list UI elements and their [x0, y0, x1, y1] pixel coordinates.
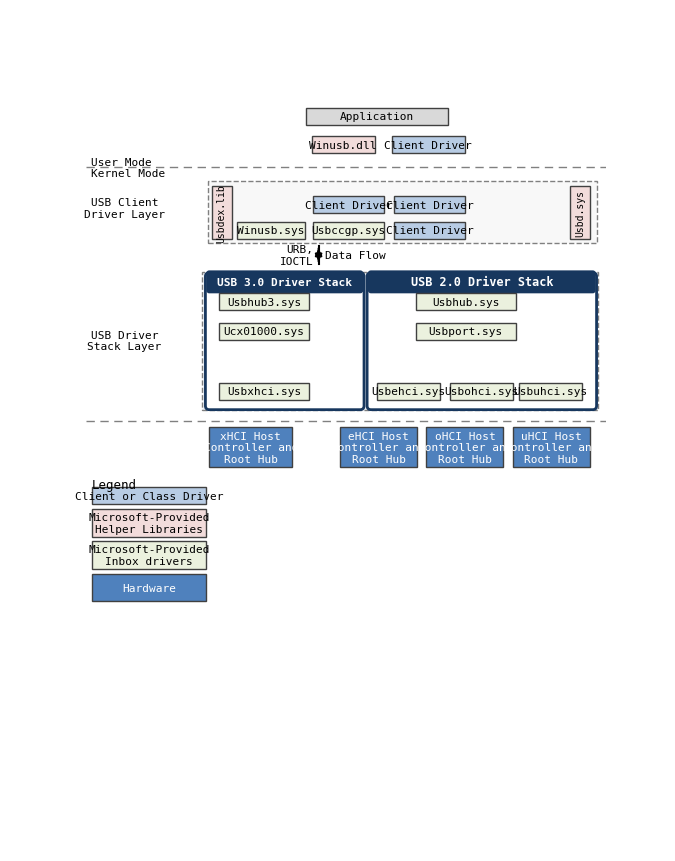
FancyBboxPatch shape [416, 294, 516, 311]
Text: Client Driver: Client Driver [385, 140, 472, 151]
Text: USB 3.0 Driver Stack: USB 3.0 Driver Stack [217, 277, 352, 288]
Text: Usbohci.sys: Usbohci.sys [444, 387, 518, 397]
Text: Client Driver: Client Driver [385, 226, 473, 236]
Text: Ucx01000.sys: Ucx01000.sys [223, 327, 304, 337]
Text: Usbxhci.sys: Usbxhci.sys [227, 387, 301, 397]
FancyBboxPatch shape [207, 272, 362, 294]
FancyBboxPatch shape [313, 222, 384, 239]
Text: Client Driver: Client Driver [385, 201, 473, 211]
FancyBboxPatch shape [219, 294, 309, 311]
Text: Microsoft-Provided
Helper Libraries: Microsoft-Provided Helper Libraries [88, 512, 210, 534]
FancyBboxPatch shape [92, 510, 206, 537]
FancyBboxPatch shape [512, 428, 590, 468]
FancyBboxPatch shape [416, 323, 516, 340]
FancyBboxPatch shape [92, 488, 206, 505]
Text: xHCI Host
Controller and
Root Hub: xHCI Host Controller and Root Hub [204, 431, 298, 464]
FancyBboxPatch shape [570, 187, 591, 239]
Text: Client or Class Driver: Client or Class Driver [75, 492, 223, 501]
Text: eHCI Host
Controller and
Root Hub: eHCI Host Controller and Root Hub [331, 431, 426, 464]
FancyBboxPatch shape [205, 273, 364, 410]
FancyBboxPatch shape [377, 383, 440, 400]
FancyBboxPatch shape [219, 323, 309, 340]
Text: Usbport.sys: Usbport.sys [429, 327, 503, 337]
Text: Winusb.dll: Winusb.dll [310, 140, 377, 151]
FancyBboxPatch shape [209, 428, 292, 468]
FancyBboxPatch shape [450, 383, 512, 400]
Text: Usbhub.sys: Usbhub.sys [432, 298, 500, 307]
FancyBboxPatch shape [211, 187, 232, 239]
Text: Usbccgp.sys: Usbccgp.sys [311, 226, 385, 236]
FancyBboxPatch shape [340, 428, 417, 468]
Text: Usbuhci.sys: Usbuhci.sys [513, 387, 587, 397]
Text: User Mode: User Mode [91, 158, 152, 168]
Text: URB,
IOCTL: URB, IOCTL [279, 245, 313, 266]
FancyBboxPatch shape [519, 383, 582, 400]
FancyBboxPatch shape [427, 428, 504, 468]
Text: Kernel Mode: Kernel Mode [91, 169, 165, 179]
Text: Hardware: Hardware [122, 583, 176, 593]
FancyBboxPatch shape [367, 273, 597, 410]
Text: Usbd.sys: Usbd.sys [575, 189, 585, 237]
FancyBboxPatch shape [369, 272, 595, 294]
FancyBboxPatch shape [394, 197, 465, 214]
FancyBboxPatch shape [208, 182, 597, 244]
Text: USB 2.0 Driver Stack: USB 2.0 Driver Stack [410, 276, 553, 289]
Text: Legend: Legend [92, 479, 137, 492]
Text: USB Driver
Stack Layer: USB Driver Stack Layer [88, 330, 162, 352]
FancyBboxPatch shape [394, 222, 465, 239]
FancyBboxPatch shape [92, 542, 206, 569]
FancyBboxPatch shape [92, 574, 206, 602]
FancyBboxPatch shape [237, 222, 304, 239]
FancyBboxPatch shape [312, 137, 375, 154]
FancyBboxPatch shape [392, 137, 465, 154]
Text: Usbhub3.sys: Usbhub3.sys [227, 298, 301, 307]
FancyBboxPatch shape [306, 108, 448, 126]
FancyBboxPatch shape [219, 383, 309, 400]
Text: Usbdex.lib: Usbdex.lib [217, 184, 227, 243]
FancyBboxPatch shape [313, 197, 384, 214]
FancyBboxPatch shape [202, 273, 598, 411]
Text: USB Client
Driver Layer: USB Client Driver Layer [84, 198, 165, 220]
Text: Client Driver: Client Driver [304, 201, 392, 211]
Text: Data Flow: Data Flow [325, 251, 385, 261]
Text: Microsoft-Provided
Inbox drivers: Microsoft-Provided Inbox drivers [88, 545, 210, 567]
Text: Winusb.sys: Winusb.sys [237, 226, 304, 236]
Text: uHCI Host
Controller and
Root Hub: uHCI Host Controller and Root Hub [504, 431, 599, 464]
Text: Application: Application [340, 112, 414, 122]
Text: Usbehci.sys: Usbehci.sys [371, 387, 446, 397]
Text: oHCI Host
Controller and
Root Hub: oHCI Host Controller and Root Hub [418, 431, 512, 464]
